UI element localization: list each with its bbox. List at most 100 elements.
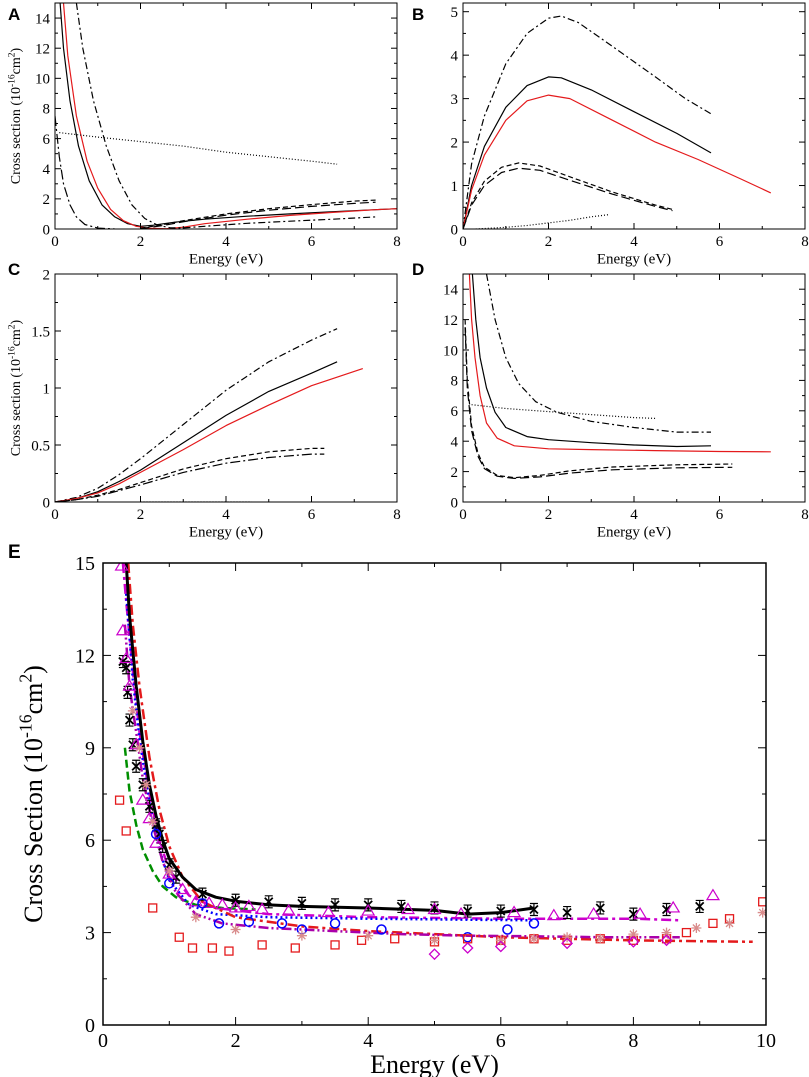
y-tick-label: 15 [75,553,95,575]
series-line-dash-dot [55,328,338,502]
y-tick-label: 12 [75,645,95,667]
marker-triangle [241,899,256,912]
marker-x [463,904,473,918]
marker-triangle [507,905,522,918]
series-line-green-dashed [123,747,256,911]
x-tick-label: 8 [801,507,809,523]
y-tick-label: 2 [43,192,51,208]
plot-frame [462,2,806,230]
panel-a: 0 2 4 6 8 0 2 4 6 8 10 12 14 Energy (eV) Cross section… [7,2,401,268]
marker-errorbar [662,902,671,917]
y-axis-label: Cross section (10-16cm2) [7,319,24,456]
y-tick-label: 1.5 [31,324,50,340]
series-line-dash-dot [485,274,711,433]
x-tick-label: 2 [137,507,145,523]
marker-diamond [627,935,640,948]
marker-triangle [148,836,164,848]
marker-square [758,897,766,907]
marker-x [330,898,340,912]
series-line-dashed [464,319,733,479]
series-group [464,274,771,479]
marker-asterisk [724,918,735,929]
y-axis-label-ylabel-unit-exp: 2 [7,324,17,329]
marker-diamond [494,940,507,953]
marker-x [496,904,506,918]
marker-errorbar [496,904,505,918]
x-tick-label: 0 [459,234,467,250]
marker-asterisk [595,933,606,944]
marker-errorbar [122,661,131,675]
series-group [55,3,397,229]
series-line-dotted [59,132,338,165]
marker-asterisk [495,935,506,946]
x-tick-label: 6 [308,234,316,250]
x-tick-label: 4 [630,507,638,523]
y-tick-label: 0 [451,495,459,511]
panel-label-c: C [8,260,20,279]
marker-asterisk [628,929,639,940]
y-tick-label: 0 [43,495,51,511]
marker-errorbar [264,895,273,909]
y-tick-label: 5 [451,5,459,21]
markers-group [114,563,766,961]
marker-triangle [281,903,296,916]
y-tick-label: 4 [451,48,459,64]
y-tick-label: 6 [85,830,95,852]
marker-errorbar [331,898,340,912]
x-tick-label: 8 [393,507,401,523]
x-tick-label: 10 [756,1030,776,1052]
series-line-solid-red [55,368,363,502]
marker-triangle [453,906,469,919]
marker-asterisk [757,907,766,918]
marker-square [148,903,158,913]
series-line-dashed [463,162,673,229]
marker-square [356,935,367,945]
panel-label-b: B [412,5,424,24]
series-line-solid-black [55,361,338,502]
x-axis-label: Energy (eV) [189,525,263,541]
marker-diamond [660,934,673,947]
marker-errorbar [123,685,132,699]
marker-x [297,896,307,910]
marker-triangle [666,900,681,913]
marker-triangle [705,888,721,901]
y-tick-label: 4 [43,162,51,178]
marker-square [290,943,300,953]
marker-triangle [586,906,601,919]
marker-x [122,685,133,699]
marker-triangle [427,902,442,915]
marker-square [114,795,125,805]
panel-d: 0 2 4 6 8 0 2 4 6 8 10 12 14 Energy (eV) D [412,260,809,541]
x-tick-label: 0 [51,234,59,250]
marker-triangle [321,905,336,918]
marker-asterisk [164,866,175,876]
marker-triangle [255,902,270,915]
y-axis-label-ylabel-unit-exp: 2 [7,52,17,57]
y-tick-label: 12 [443,313,458,329]
marker-square [708,918,718,929]
series-line-blue-dotted [124,593,535,922]
marker-circle [376,924,387,935]
marker-asterisk [134,742,145,753]
panel-e: 0 2 4 6 8 10 0 3 6 9 12 15 Energy (eV) Cross Section … [8,542,776,1077]
marker-errorbar [158,839,167,853]
marker-x [230,893,241,907]
marker-triangle [122,679,137,691]
y-tick-label: 3 [451,92,459,108]
panel-c: 0 2 4 6 8 0 0.5 1 1.5 2 Energy (eV) Cross section (… [7,260,400,541]
marker-asterisk [661,927,672,938]
y-tick-label: 4 [451,434,459,450]
marker-x [529,902,539,917]
marker-asterisk [230,924,241,935]
marker-triangle [400,902,416,915]
marker-circle [243,916,255,928]
y-axis-label-ylabel-exp: -16 [7,346,17,359]
x-tick-label: 6 [496,1030,506,1052]
marker-errorbar [297,896,306,910]
y-tick-label: 1 [451,179,459,195]
y-axis-label-ylabel: Cross section (10 [9,359,24,456]
marker-x [264,895,274,909]
marker-asterisk [127,705,138,716]
series-line-solid-red [62,3,397,229]
y-tick-label: 9 [85,738,95,760]
